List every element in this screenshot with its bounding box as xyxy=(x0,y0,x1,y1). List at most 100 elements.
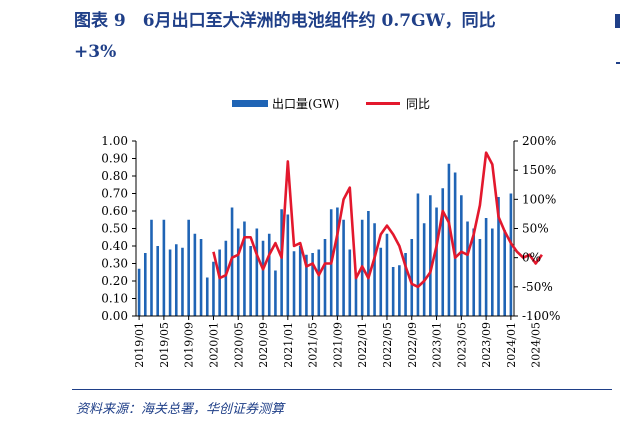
bar xyxy=(373,223,376,316)
bar xyxy=(379,247,383,316)
left-tick-label: 0.80 xyxy=(101,169,128,183)
x-tick-label: 2023/01 xyxy=(431,322,444,368)
bar xyxy=(286,214,290,316)
bar xyxy=(137,268,141,316)
x-tick-label: 2020/05 xyxy=(232,322,245,368)
bar xyxy=(224,240,228,316)
bar xyxy=(181,247,184,316)
x-tick-label: 2022/01 xyxy=(356,322,369,368)
bar xyxy=(509,193,513,316)
x-tick-label: 2019/01 xyxy=(133,322,146,368)
bar xyxy=(267,233,271,316)
left-tick-label: 0.30 xyxy=(101,257,128,271)
bar xyxy=(497,197,500,316)
bar xyxy=(255,228,259,316)
bar xyxy=(193,233,197,316)
bar-series xyxy=(137,163,513,316)
bar xyxy=(243,221,246,316)
bar xyxy=(484,218,488,316)
source-note: 资料来源：海关总署，华创证券测算 xyxy=(76,402,285,417)
bar xyxy=(453,172,457,316)
bar xyxy=(410,239,414,316)
bar xyxy=(429,195,432,316)
bar xyxy=(168,249,172,316)
left-tick-label: 0.90 xyxy=(101,152,128,166)
bar xyxy=(156,246,159,316)
bar xyxy=(367,211,370,316)
right-tick-label: 50% xyxy=(522,222,549,236)
title-line-2: +3% xyxy=(74,42,117,62)
bar xyxy=(391,267,395,316)
x-tick-label: 2019/09 xyxy=(183,322,196,368)
yoy-line xyxy=(212,151,543,289)
x-tick-label: 2023/05 xyxy=(455,322,468,368)
bar xyxy=(305,254,308,316)
bar xyxy=(230,207,234,316)
bar xyxy=(150,219,153,316)
bar xyxy=(342,219,345,316)
right-tick-label: 100% xyxy=(522,192,556,206)
legend-line-label: 同比 xyxy=(406,97,430,111)
bar xyxy=(472,228,476,316)
left-tick-label: 0.50 xyxy=(101,222,128,236)
right-tick-label: 150% xyxy=(522,163,556,177)
bar xyxy=(460,195,463,316)
bar xyxy=(292,251,296,316)
bar xyxy=(466,221,469,316)
x-tick-label: 2020/09 xyxy=(257,322,270,368)
bar xyxy=(416,193,420,316)
x-tick-label: 2021/01 xyxy=(282,322,295,368)
left-tick-label: 1.00 xyxy=(101,134,128,148)
x-tick-label: 2021/05 xyxy=(307,322,320,368)
right-tick-label: -100% xyxy=(522,309,560,323)
bar xyxy=(174,244,178,316)
chart-title: 图表 9 6月出口至大洋洲的电池组件约 0.7GW，同比 +3% xyxy=(74,6,594,68)
left-tick-label: 0.40 xyxy=(101,239,128,253)
bar xyxy=(491,228,494,316)
bar xyxy=(199,239,203,316)
bar xyxy=(162,219,166,316)
bar xyxy=(385,233,389,316)
x-tick-label: 2024/05 xyxy=(530,322,543,368)
bar xyxy=(435,207,438,316)
left-axis-ticks: 0.00 0.10 0.20 0.30 0.40 0.50 0.60 0.70 0.80 0.90… xyxy=(101,134,136,323)
bar xyxy=(441,188,445,316)
title-line-1: 图表 9 6月出口至大洋洲的电池组件约 0.7GW，同比 xyxy=(74,11,496,31)
left-tick-label: 0.60 xyxy=(101,204,128,218)
bar xyxy=(280,209,283,316)
bar xyxy=(323,239,327,316)
x-tick-label: 2024/01 xyxy=(505,322,518,368)
x-axis-ticks: 2019/01 2019/05 2019/09 2020/01 2020/05 2020/… xyxy=(133,316,543,368)
edge-marker xyxy=(615,14,620,28)
legend-bar-swatch xyxy=(232,100,268,107)
bar xyxy=(212,261,215,316)
bar xyxy=(143,253,147,316)
bar xyxy=(354,277,358,316)
bar xyxy=(478,239,482,316)
right-tick-label: 0% xyxy=(522,251,541,265)
x-tick-label: 2020/01 xyxy=(207,322,220,368)
bar xyxy=(317,249,321,316)
bar xyxy=(422,223,426,316)
bar xyxy=(261,240,265,316)
edge-dash xyxy=(616,62,620,64)
x-tick-label: 2021/09 xyxy=(331,322,344,368)
footer-rule xyxy=(72,389,612,390)
x-tick-label: 2022/09 xyxy=(406,322,419,368)
bar xyxy=(336,207,339,316)
bar xyxy=(398,265,401,316)
right-axis-ticks: -100% -50% 0% 50% 100% 150% 200% xyxy=(514,134,560,323)
left-tick-label: 0.70 xyxy=(101,187,128,201)
bar xyxy=(348,249,352,316)
right-tick-label: 200% xyxy=(522,134,556,148)
legend-bar-label: 出口量(GW) xyxy=(272,97,339,111)
bar xyxy=(298,246,302,316)
bar xyxy=(236,228,240,316)
left-tick-label: 0.10 xyxy=(101,292,128,306)
x-tick-label: 2023/09 xyxy=(480,322,493,368)
x-tick-label: 2022/05 xyxy=(381,322,394,368)
bar xyxy=(249,246,252,316)
x-tick-label: 2019/05 xyxy=(158,322,171,368)
left-tick-label: 0.20 xyxy=(101,274,128,288)
